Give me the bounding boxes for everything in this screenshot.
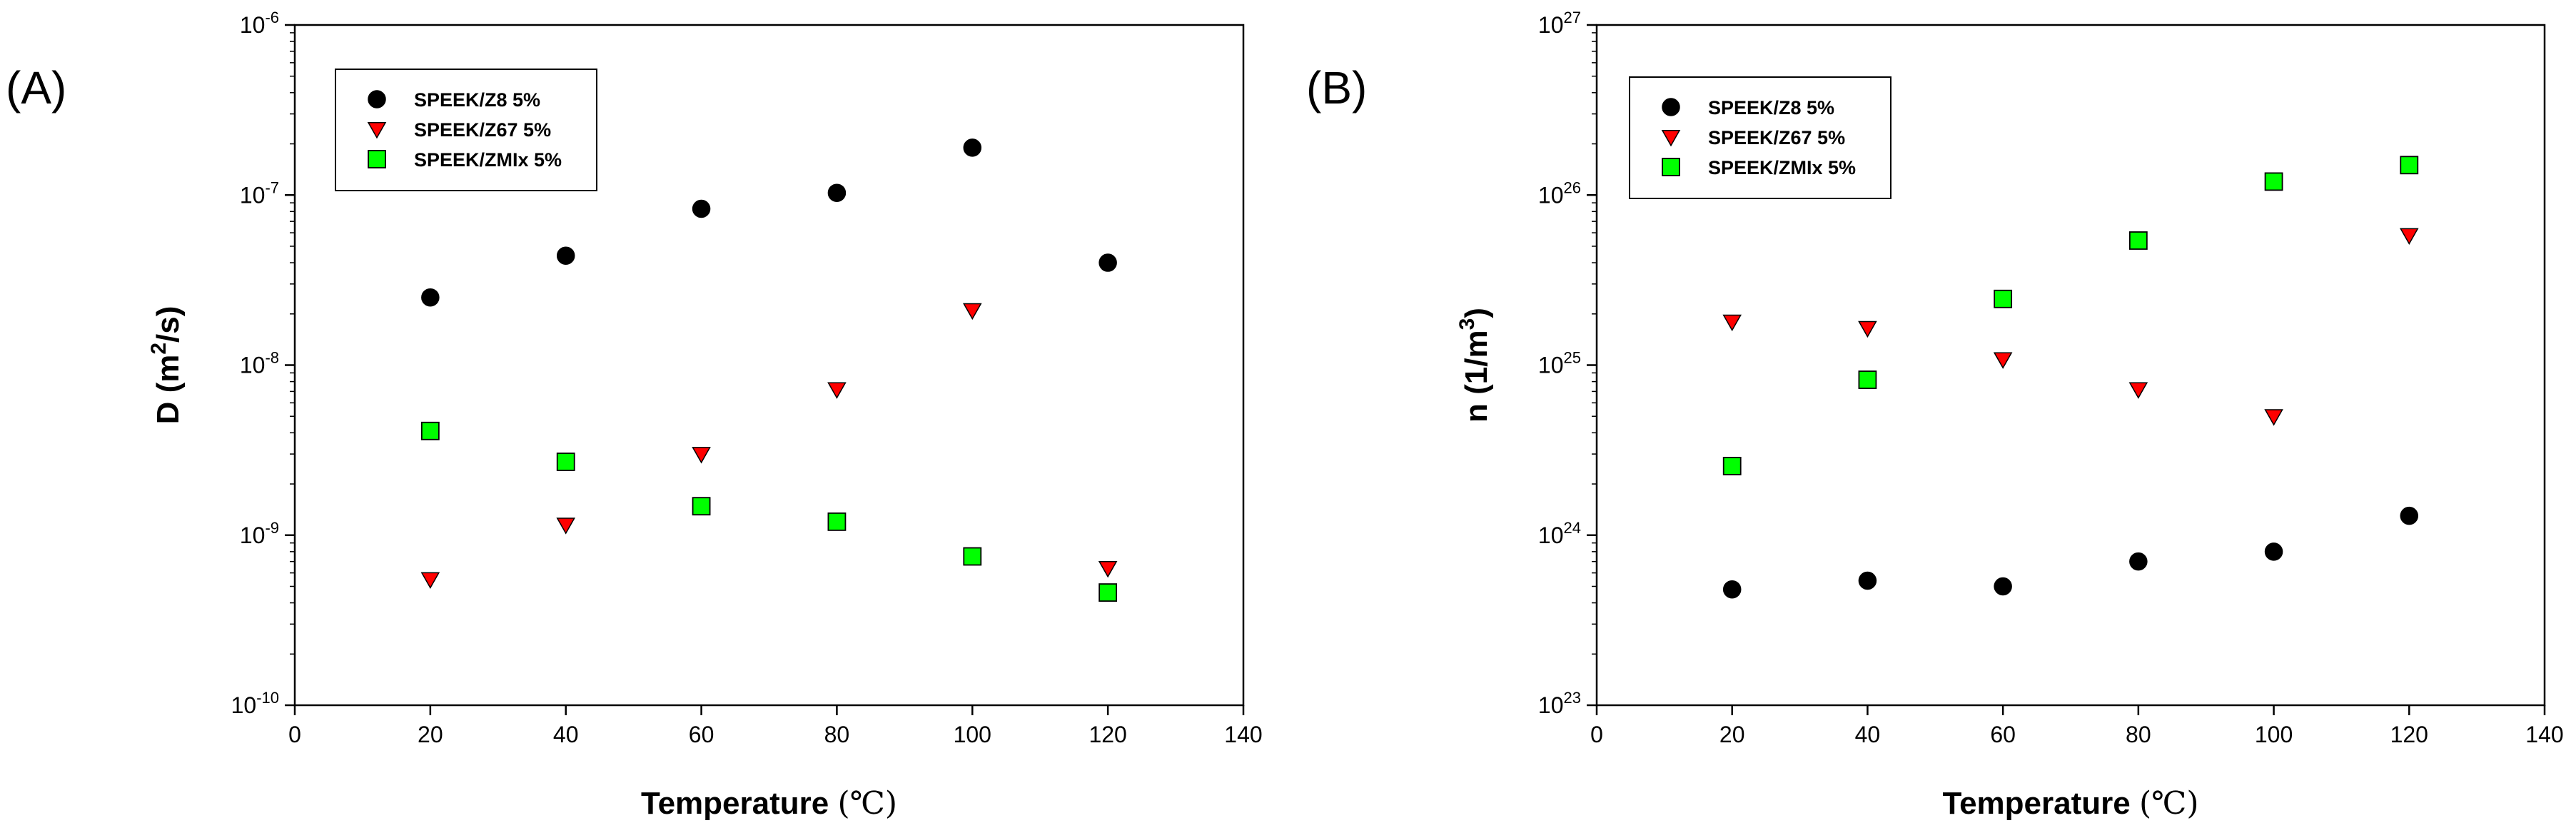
x-tick-label: 120 — [1089, 722, 1126, 747]
data-point — [2400, 156, 2419, 175]
legend-marker — [368, 150, 386, 168]
x-tick-label: 0 — [1590, 722, 1603, 747]
x-tick-label: 0 — [288, 722, 301, 747]
data-point — [1858, 320, 1877, 338]
x-tick-label: 80 — [2126, 722, 2151, 747]
x-axis-label: Temperature (℃) — [641, 785, 897, 822]
legend-entry: SPEEK/ZMIx 5% — [414, 149, 562, 171]
data-point — [2128, 231, 2148, 250]
data-point — [1993, 352, 2013, 369]
legend: SPEEK/Z8 5% SPEEK/Z67 5% SPEEK/ZMIx 5% — [1629, 76, 1891, 199]
legend-marker — [1662, 98, 1680, 116]
x-axis-label: Temperature (℃) — [1942, 785, 2198, 822]
data-point — [421, 288, 440, 307]
data-point — [556, 518, 576, 535]
x-tick-label: 20 — [1719, 722, 1745, 747]
series-triangle-down — [420, 303, 1118, 590]
y-tick-label: 1024 — [1538, 519, 1581, 548]
data-point — [827, 382, 847, 399]
legend-entry: SPEEK/Z8 5% — [1708, 97, 1834, 118]
data-point — [2264, 542, 2283, 561]
y-tick-label: 10-6 — [240, 9, 279, 38]
series-square — [420, 421, 1118, 602]
y-tick-label: 1023 — [1538, 689, 1581, 718]
chart-panel-a: (A) 0 20 40 60 80 100 120 140 10-10 10-9 10-8 10-7 10… — [6, 9, 1263, 822]
series-triangle-down — [1722, 228, 2419, 426]
data-point — [1722, 314, 1742, 332]
data-point — [2264, 409, 2283, 426]
y-axis-label: n (1/m3) — [1455, 308, 1494, 423]
data-point — [1722, 580, 1742, 599]
legend: SPEEK/Z8 5% SPEEK/Z67 5% SPEEK/ZMIx 5% — [335, 69, 597, 191]
panel-label: (B) — [1306, 62, 1367, 113]
y-tick-label: 1027 — [1538, 9, 1581, 38]
x-tick-label: 20 — [418, 722, 443, 747]
data-point — [692, 497, 711, 516]
data-point — [2129, 552, 2148, 571]
x-tick-label: 100 — [954, 722, 991, 747]
legend-entry: SPEEK/ZMIx 5% — [1708, 157, 1856, 178]
x-tick-label: 140 — [1224, 722, 1262, 747]
x-tick-label: 40 — [1855, 722, 1881, 747]
data-point — [962, 303, 982, 320]
data-point — [1858, 370, 1877, 389]
legend-entry: SPEEK/Z67 5% — [414, 119, 551, 141]
data-point — [2399, 228, 2419, 246]
data-point — [556, 453, 575, 471]
data-point — [420, 421, 440, 440]
data-point — [556, 246, 575, 265]
panel-label: (A) — [6, 62, 66, 113]
y-tick-label: 1025 — [1538, 349, 1581, 378]
x-tick-label: 80 — [824, 722, 850, 747]
data-point — [1098, 253, 1117, 272]
legend-marker — [1661, 130, 1681, 147]
chart-panel-b: (B) 0 20 40 60 80 100 120 140 1023 1024 1025 1026 102… — [1306, 9, 2564, 822]
legend-marker — [368, 90, 386, 108]
legend-marker — [367, 122, 387, 139]
data-point — [1098, 560, 1118, 578]
legend-entry: SPEEK/Z67 5% — [1708, 127, 1845, 148]
y-tick-label: 1026 — [1538, 178, 1581, 208]
series-circle — [421, 138, 1117, 307]
data-point — [827, 183, 847, 202]
data-point — [420, 572, 440, 590]
y-tick-label: 10-9 — [240, 519, 279, 548]
data-point — [2128, 382, 2148, 399]
data-point — [1858, 571, 1877, 590]
legend-entry: SPEEK/Z8 5% — [414, 89, 540, 111]
data-point — [963, 547, 982, 566]
series-square — [1722, 156, 2419, 475]
y-tick-label: 10-10 — [231, 689, 279, 718]
x-tick-label: 60 — [689, 722, 714, 747]
data-point — [1994, 289, 2013, 308]
legend-marker — [1662, 158, 1680, 176]
data-point — [963, 138, 982, 157]
x-tick-label: 100 — [2255, 722, 2293, 747]
data-point — [692, 447, 711, 464]
data-point — [2264, 172, 2283, 191]
data-point — [692, 199, 711, 218]
data-point — [1722, 456, 1742, 475]
data-point — [1098, 583, 1118, 602]
series-circle — [1722, 506, 2419, 599]
y-axis-label: D (m2/s) — [147, 306, 186, 425]
data-point — [1994, 577, 2012, 596]
x-tick-label: 40 — [553, 722, 579, 747]
y-tick-label: 10-8 — [240, 349, 279, 378]
data-point — [827, 512, 847, 531]
data-point — [2400, 506, 2419, 525]
y-tick-label: 10-7 — [240, 178, 279, 208]
x-tick-label: 120 — [2390, 722, 2428, 747]
x-tick-label: 60 — [1990, 722, 2016, 747]
x-tick-label: 140 — [2525, 722, 2563, 747]
